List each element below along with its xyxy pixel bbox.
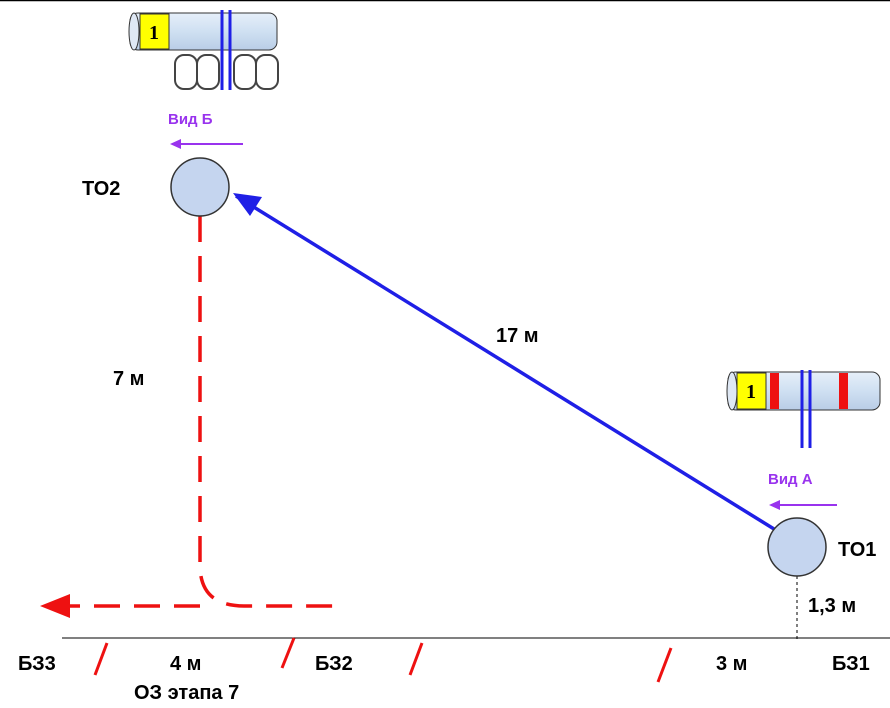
- marker-b32: БЗ2: [315, 653, 353, 675]
- route-arrowhead: [233, 193, 262, 216]
- view-a-arrowhead: [769, 500, 780, 510]
- cable-right-illustration: 1: [726, 370, 881, 448]
- view-a-label: Вид А: [768, 471, 813, 488]
- zone-marker-slash-3: [408, 642, 424, 676]
- cable-top-tag-number: 1: [149, 22, 159, 44]
- zone-marker-slash-4: [656, 647, 673, 683]
- route-left-arrowhead: [40, 594, 70, 618]
- zone-label: ОЗ этапа 7: [134, 682, 239, 704]
- node-to1[interactable]: [767, 517, 827, 577]
- view-b-arrowhead: [170, 139, 181, 149]
- node-to1-label: ТО1: [838, 539, 876, 561]
- distance-to2-down: 7 м: [113, 368, 144, 390]
- distance-to1-to2: 17 м: [496, 325, 539, 347]
- cable-right-tag-number: 1: [746, 381, 756, 403]
- distance-to1-height: 1,3 м: [808, 595, 856, 617]
- distance-right-segment: 3 м: [716, 653, 747, 675]
- marker-b31: БЗ1: [832, 653, 870, 675]
- node-to2[interactable]: [170, 157, 230, 217]
- cable-top-tag: [139, 13, 170, 50]
- cable-right-tag: [736, 372, 767, 410]
- route-to1-to2: [235, 194, 775, 531]
- view-b-label: Вид Б: [168, 111, 213, 128]
- zone-marker-slash-2: [280, 637, 296, 669]
- marker-b33: БЗ3: [18, 653, 56, 675]
- node-to2-label: ТО2: [82, 178, 120, 200]
- zone-marker-slash-1: [93, 642, 109, 676]
- route-to2-down: [198, 216, 345, 608]
- cable-top-illustration: 1: [128, 10, 279, 90]
- distance-left-segment: 4 м: [170, 653, 201, 675]
